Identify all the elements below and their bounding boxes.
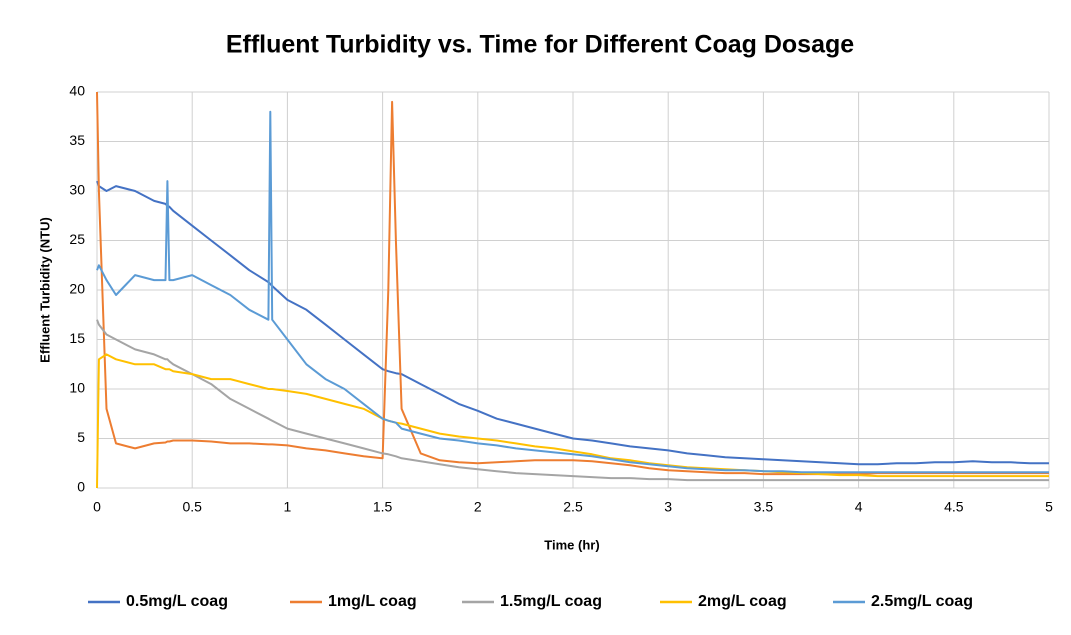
chart-title: Effluent Turbidity vs. Time for Differen… bbox=[226, 31, 854, 59]
x-tick-label: 1 bbox=[284, 499, 292, 515]
data-line bbox=[96, 110, 1049, 474]
y-tick-label: 5 bbox=[77, 429, 85, 445]
legend-item: 1.5mg/L coag bbox=[462, 593, 602, 610]
y-tick-label: 30 bbox=[69, 182, 85, 198]
y-tick-label: 35 bbox=[69, 132, 85, 148]
legend-label: 2.5mg/L coag bbox=[871, 593, 973, 610]
y-tick-label: 10 bbox=[69, 380, 85, 396]
legend-label: 0.5mg/L coag bbox=[126, 593, 228, 610]
legend-item: 0.5mg/L coag bbox=[88, 593, 228, 610]
x-tick-label: 5 bbox=[1045, 499, 1053, 515]
x-tick-label: 2 bbox=[474, 499, 482, 515]
data-line bbox=[96, 180, 1049, 466]
legend-item: 2mg/L coag bbox=[660, 593, 787, 610]
y-tick-label: 0 bbox=[77, 479, 85, 495]
x-tick-label: 4 bbox=[855, 499, 863, 515]
x-tick-label: 4.5 bbox=[944, 499, 964, 515]
y-axis-label: Effluent Turbidity (NTU) bbox=[37, 217, 52, 363]
x-tick-label: 3 bbox=[664, 499, 672, 515]
legend-item: 1mg/L coag bbox=[290, 593, 417, 610]
x-tick-label: 2.5 bbox=[563, 499, 583, 515]
legend-label: 1.5mg/L coag bbox=[500, 593, 602, 610]
x-tick-label: 3.5 bbox=[754, 499, 774, 515]
x-tick-label: 0 bbox=[93, 499, 101, 515]
x-tick-label: 0.5 bbox=[182, 499, 202, 515]
legend-label: 2mg/L coag bbox=[698, 593, 787, 610]
legend-label: 1mg/L coag bbox=[328, 593, 417, 610]
x-axis-label: Time (hr) bbox=[544, 537, 599, 552]
x-tick-label: 1.5 bbox=[373, 499, 393, 515]
legend-item: 2.5mg/L coag bbox=[833, 593, 973, 610]
y-tick-label: 25 bbox=[69, 231, 85, 247]
y-tick-label: 20 bbox=[69, 281, 85, 297]
y-tick-label: 15 bbox=[69, 330, 85, 346]
y-tick-label: 40 bbox=[69, 83, 85, 99]
data-line bbox=[96, 353, 1049, 489]
